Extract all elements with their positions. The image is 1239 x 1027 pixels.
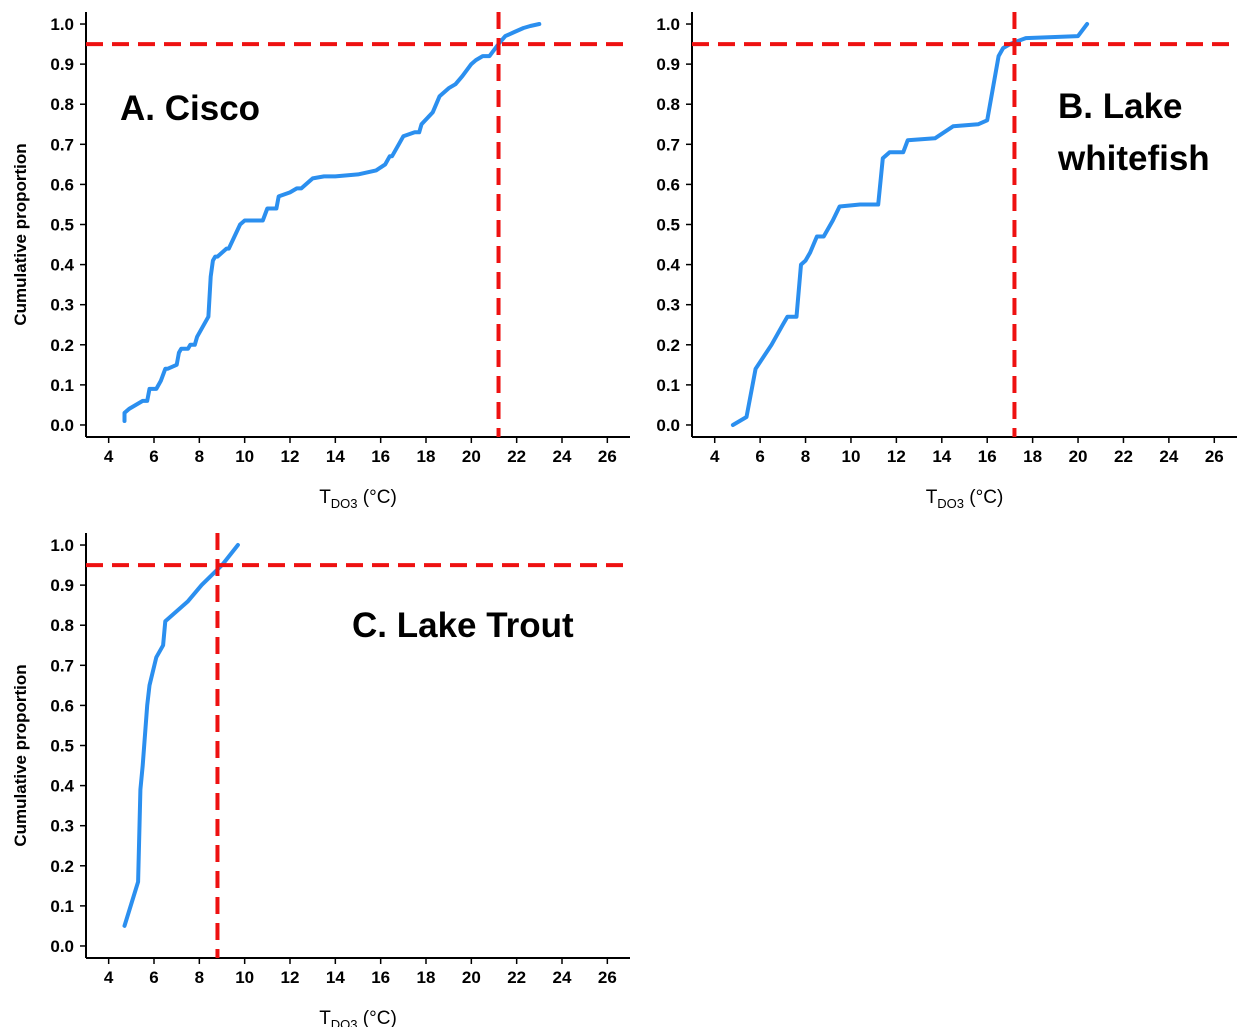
y-tick-label: 0.4 <box>656 256 680 275</box>
x-tick-label: 12 <box>281 447 300 466</box>
x-tick-label: 6 <box>755 447 764 466</box>
series-line <box>122 22 542 423</box>
y-axis-title: Cumulative proportion <box>11 143 30 325</box>
x-axis-title-unit: (°C) <box>358 1008 397 1027</box>
x-tick-label: 20 <box>462 968 481 987</box>
panel-label: whitefish <box>1057 139 1210 178</box>
x-tick-label: 24 <box>553 447 572 466</box>
x-axis-title: TDO3 (°C) <box>926 487 1004 511</box>
y-tick-label: 1.0 <box>656 15 680 34</box>
x-axis-title: TDO3 (°C) <box>319 1008 397 1027</box>
y-tick-label: 0.6 <box>50 696 74 715</box>
x-tick-label: 10 <box>235 968 254 987</box>
panel-label: C. Lake Trout <box>352 606 574 645</box>
y-tick-label: 0.3 <box>50 296 74 315</box>
x-tick-label: 26 <box>1205 447 1224 466</box>
x-tick-label: 14 <box>932 447 951 466</box>
x-tick-label: 14 <box>326 447 345 466</box>
x-tick-label: 6 <box>149 447 158 466</box>
x-tick-label: 26 <box>598 968 617 987</box>
panel-lake-trout: 0.0 0.1 0.2 0.3 0.4 0.5 0.6 0.7 0.8 0.9 1.0 4 6 8 10 12… <box>11 533 630 1027</box>
x-tick-label: 22 <box>1114 447 1133 466</box>
y-tick-label: 1.0 <box>50 536 74 555</box>
x-tick-label: 16 <box>978 447 997 466</box>
y-tick-label: 0.3 <box>50 817 74 836</box>
x-axis-title-main: T <box>319 487 331 508</box>
x-axis-title: TDO3 (°C) <box>319 487 397 511</box>
y-tick-label: 0.1 <box>50 376 74 395</box>
x-tick-label: 4 <box>104 968 114 987</box>
x-axis-title-subscript: DO3 <box>331 1017 358 1027</box>
x-tick-label: 18 <box>417 968 436 987</box>
x-tick-label: 22 <box>507 447 526 466</box>
y-tick-label: 0.9 <box>50 576 74 595</box>
x-tick-label: 10 <box>235 447 254 466</box>
y-tick-label: 0.1 <box>656 376 680 395</box>
x-axis-title-subscript: DO3 <box>331 496 358 511</box>
y-tick-label: 0.0 <box>50 416 74 435</box>
x-tick-label: 8 <box>195 447 204 466</box>
x-tick-label: 18 <box>417 447 436 466</box>
x-tick-label: 12 <box>281 968 300 987</box>
y-tick-label: 0.2 <box>50 857 74 876</box>
y-tick-label: 0.6 <box>656 175 680 194</box>
y-tick-label: 0.8 <box>50 95 74 114</box>
panel-label: A. Cisco <box>120 89 260 128</box>
series-line <box>122 543 240 928</box>
x-tick-label: 12 <box>887 447 906 466</box>
y-tick-label: 0.7 <box>656 135 680 154</box>
y-tick-label: 0.8 <box>656 95 680 114</box>
x-tick-label: 8 <box>195 968 204 987</box>
y-axis-title: Cumulative proportion <box>11 664 30 846</box>
x-tick-label: 4 <box>710 447 720 466</box>
x-tick-label: 8 <box>801 447 810 466</box>
y-tick-label: 0.9 <box>656 55 680 74</box>
x-tick-label: 26 <box>598 447 617 466</box>
panel-cisco: 0.0 0.1 0.2 0.3 0.4 0.5 0.6 0.7 0.8 0.9 1.0 4 6 8 10 12… <box>11 12 630 511</box>
y-tick-label: 0.7 <box>50 656 74 675</box>
x-tick-label: 14 <box>326 968 345 987</box>
y-tick-label: 0.7 <box>50 135 74 154</box>
x-tick-label: 20 <box>1069 447 1088 466</box>
x-axis-title-subscript: DO3 <box>937 496 964 511</box>
panel-lake-whitefish: 0.0 0.1 0.2 0.3 0.4 0.5 0.6 0.7 0.8 0.9 1.0 4 6 8 10 12… <box>656 12 1237 511</box>
series-line <box>730 22 1090 427</box>
y-tick-label: 0.5 <box>50 216 74 235</box>
x-tick-label: 18 <box>1023 447 1042 466</box>
x-tick-label: 22 <box>507 968 526 987</box>
y-tick-label: 0.1 <box>50 897 74 916</box>
x-tick-label: 24 <box>553 968 572 987</box>
y-tick-label: 0.2 <box>50 336 74 355</box>
x-axis-title-unit: (°C) <box>964 487 1003 508</box>
x-tick-label: 16 <box>371 968 390 987</box>
x-axis-title-unit: (°C) <box>358 487 397 508</box>
y-tick-label: 0.5 <box>50 737 74 756</box>
y-tick-label: 0.8 <box>50 616 74 635</box>
y-tick-label: 0.6 <box>50 175 74 194</box>
x-axis-title-main: T <box>926 487 938 508</box>
y-tick-label: 0.4 <box>50 777 74 796</box>
x-tick-label: 10 <box>841 447 860 466</box>
x-tick-label: 24 <box>1159 447 1178 466</box>
y-tick-label: 0.0 <box>656 416 680 435</box>
x-tick-label: 20 <box>462 447 481 466</box>
y-tick-label: 1.0 <box>50 15 74 34</box>
x-tick-label: 6 <box>149 968 158 987</box>
y-tick-label: 0.5 <box>656 216 680 235</box>
x-tick-label: 16 <box>371 447 390 466</box>
y-tick-label: 0.0 <box>50 937 74 956</box>
panel-label: B. Lake <box>1058 87 1183 126</box>
y-tick-label: 0.9 <box>50 55 74 74</box>
y-tick-label: 0.2 <box>656 336 680 355</box>
y-tick-label: 0.3 <box>656 296 680 315</box>
x-tick-label: 4 <box>104 447 114 466</box>
y-tick-label: 0.4 <box>50 256 74 275</box>
x-axis-title-main: T <box>319 1008 331 1027</box>
